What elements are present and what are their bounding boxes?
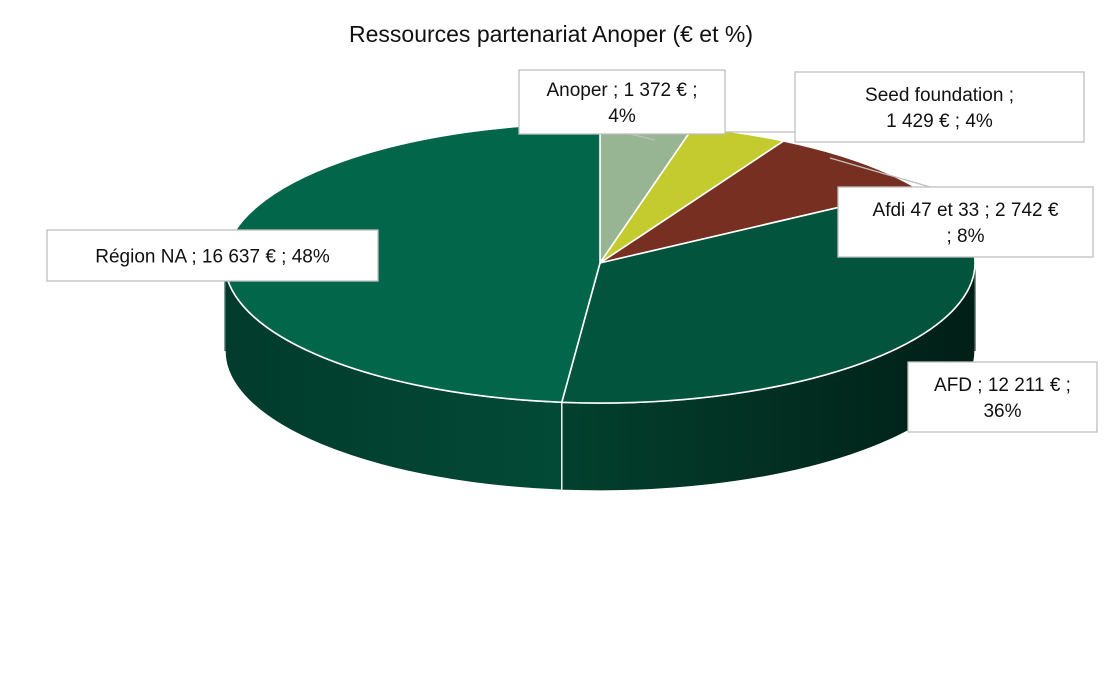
data-label-box [907,361,1098,433]
data-labels: Anoper ; 1 372 € ; 4% Seed foundation ; 1 4… [46,69,1098,433]
data-label-box [518,69,726,135]
data-label-anoper: Anoper ; 1 372 € ; 4% [518,69,726,135]
data-label-text: Seed foundation ; [865,85,1014,106]
data-label-text: 36% [983,401,1021,422]
data-label-box [837,186,1094,258]
leader-line-anoper [629,133,656,141]
leader-line-afdi-47-et-33 [829,157,931,188]
pie-slice-afdi-47-et-33 [599,140,919,264]
data-label-region-na: Région NA ; 16 637 € ; 48% [46,229,379,282]
data-label-text: Afdi 47 et 33 ; 2 742 € [873,200,1059,221]
data-label-text: 4% [608,106,636,127]
data-label-text: Anoper ; 1 372 € ; [546,80,697,101]
data-label-text: AFD ; 12 211 € ; [934,375,1071,396]
data-label-seed-foundation: Seed foundation ; 1 429 € ; 4% [794,71,1085,143]
data-label-afdi-47-et-33: Afdi 47 et 33 ; 2 742 € ; 8% [837,186,1094,258]
leader-lines [629,131,931,188]
data-label-text: ; 8% [946,226,984,247]
data-label-text: Région NA ; 16 637 € ; 48% [95,247,330,268]
data-label-box [794,71,1085,143]
chart-title: Ressources partenariat Anoper (€ et %) [349,21,753,47]
data-label-afd: AFD ; 12 211 € ; 36% [907,361,1098,433]
data-label-box [46,229,379,282]
data-label-text: 1 429 € ; 4% [886,111,993,132]
